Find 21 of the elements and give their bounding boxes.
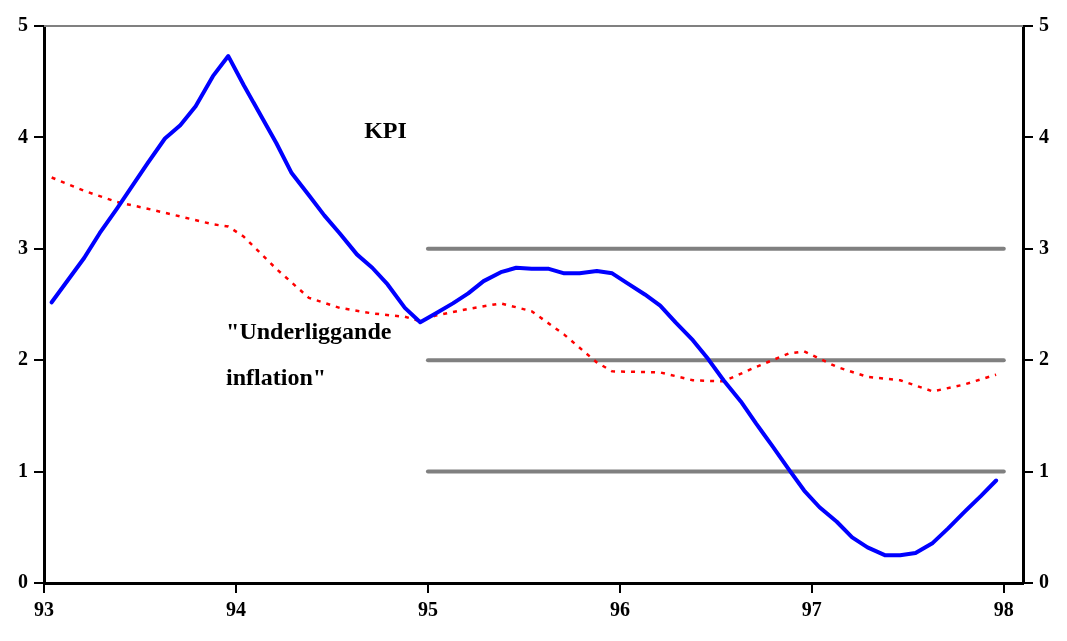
y-tick-label: 1 <box>18 458 28 481</box>
y2-tick-label: 1 <box>1039 458 1049 481</box>
y2-tick-label: 2 <box>1039 347 1049 370</box>
y-tick-label: 2 <box>18 347 28 370</box>
y2-tick-label: 4 <box>1039 124 1049 147</box>
annotation: KPI <box>364 117 407 144</box>
y-tick-label: 5 <box>18 13 28 36</box>
x-tick-label: 97 <box>801 598 822 621</box>
line-series <box>50 176 998 393</box>
x-tick-label: 98 <box>993 598 1014 621</box>
y2-tick-label: 5 <box>1039 13 1049 36</box>
y2-tick-label: 0 <box>1039 570 1049 593</box>
x-tick-label: 95 <box>417 598 438 621</box>
y-tick-label: 4 <box>18 124 28 147</box>
x-tick-label: 94 <box>225 598 246 621</box>
y-tick-label: 0 <box>18 570 28 593</box>
annotation: "Underliggande inflation" <box>226 317 392 390</box>
y-tick-label: 3 <box>18 235 28 258</box>
x-tick-label: 96 <box>609 598 630 621</box>
y2-tick-label: 3 <box>1039 235 1049 258</box>
x-tick-label: 93 <box>34 598 54 621</box>
